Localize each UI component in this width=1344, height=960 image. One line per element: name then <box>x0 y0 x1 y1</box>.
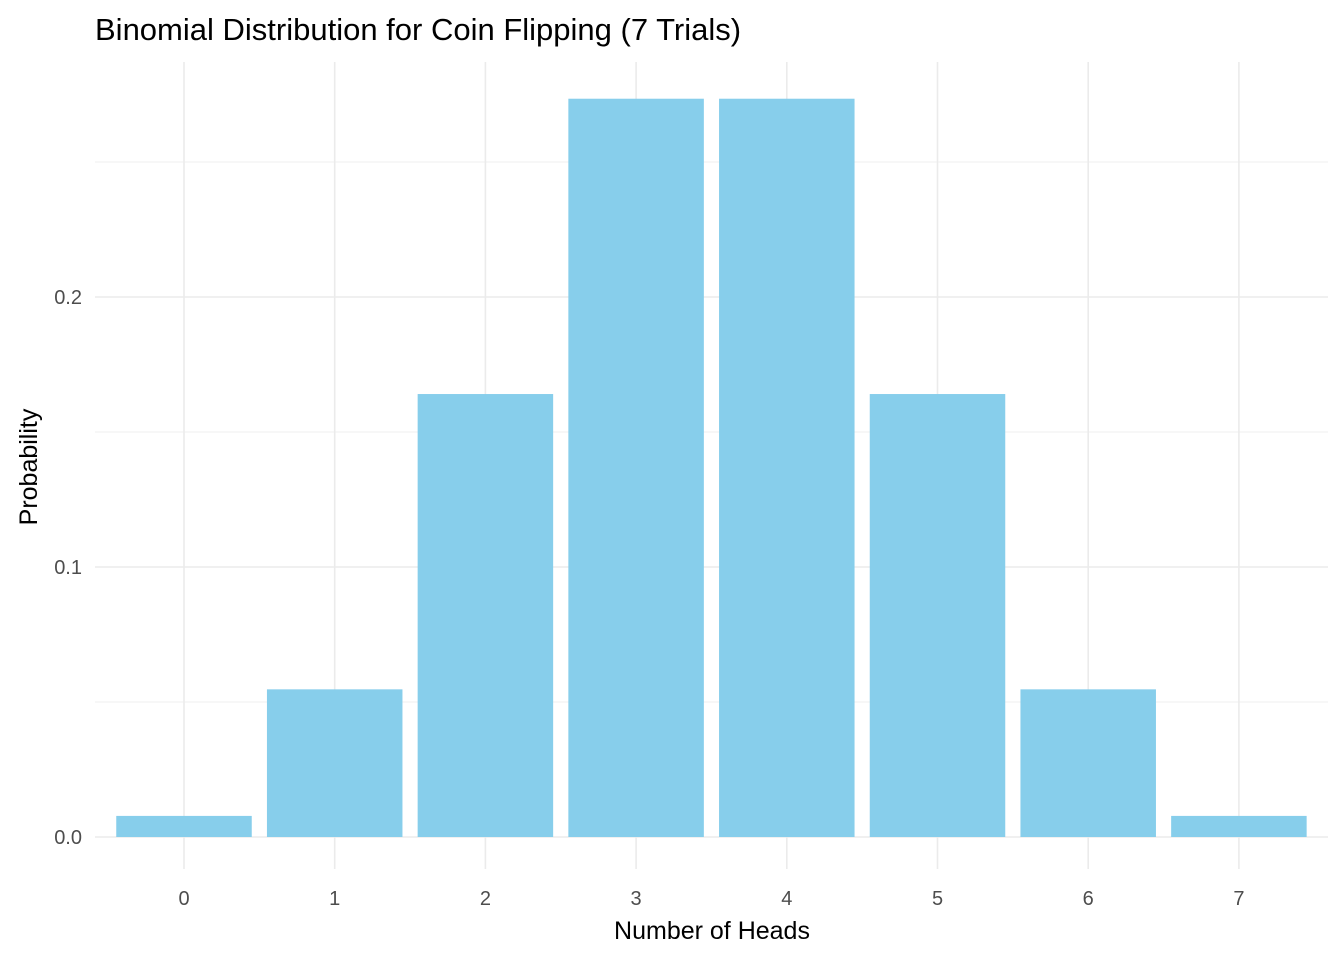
x-tick-labels: 0 1 2 3 4 5 6 7 <box>178 888 1244 910</box>
x-tick-label: 1 <box>329 888 340 910</box>
x-tick-label: 2 <box>480 888 491 910</box>
bars <box>116 98 1307 838</box>
bar-6 <box>1020 689 1156 837</box>
bar-7 <box>1171 815 1307 837</box>
x-tick-label: 0 <box>178 888 189 910</box>
y-tick-label: 0.0 <box>54 827 82 849</box>
x-tick-label: 6 <box>1083 888 1094 910</box>
bar-3 <box>568 98 704 838</box>
bar-5 <box>869 394 1006 837</box>
x-tick-label: 4 <box>781 888 792 910</box>
y-tick-label: 0.1 <box>54 557 82 579</box>
x-axis-title: Number of Heads <box>614 917 810 945</box>
y-tick-label: 0.2 <box>54 287 82 309</box>
x-tick-label: 7 <box>1233 888 1244 910</box>
bar-2 <box>417 394 554 837</box>
bar-0 <box>116 815 252 837</box>
bar-4 <box>719 98 855 838</box>
y-axis-title: Probability <box>15 408 43 525</box>
x-tick-label: 5 <box>932 888 943 910</box>
y-tick-labels: 0.0 0.1 0.2 <box>54 287 82 849</box>
bar-1 <box>266 689 403 837</box>
chart-title: Binomial Distribution for Coin Flipping … <box>95 12 741 47</box>
x-tick-label: 3 <box>631 888 642 910</box>
